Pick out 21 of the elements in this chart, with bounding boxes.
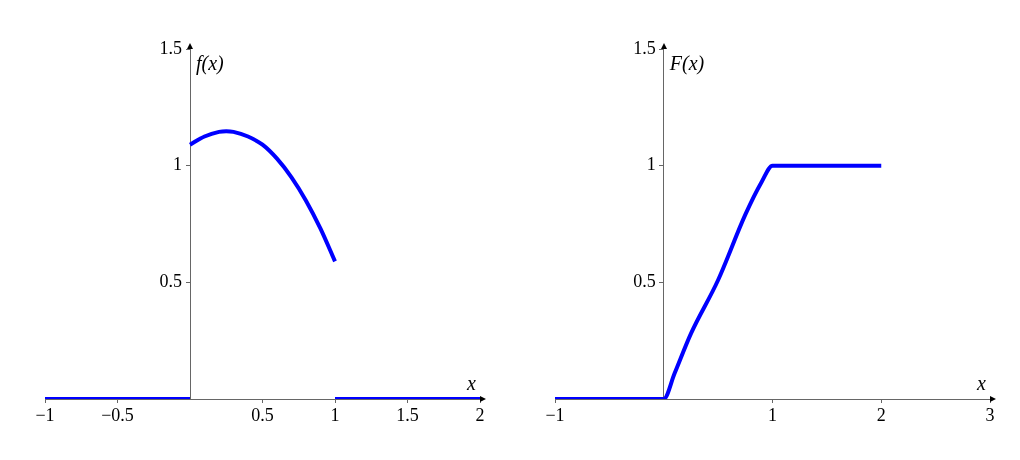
x-tick-label: 2	[876, 404, 886, 425]
line-series	[188, 129, 337, 264]
x-tick-label: −0.5	[101, 404, 134, 425]
x-axis-title: x	[466, 372, 477, 395]
x-axis-title: x	[976, 372, 987, 395]
y-tick-label: 1.5	[159, 37, 182, 58]
x-tick-label: 1	[768, 404, 777, 425]
x-tick-label: 2	[475, 404, 485, 425]
x-tick-label: 0.5	[251, 404, 274, 425]
x-tick-label: 1.5	[396, 404, 419, 425]
x-tick-label: −1	[545, 404, 565, 425]
y-tick-label: 0.5	[159, 271, 182, 292]
x-tick-label: 1	[330, 404, 340, 425]
y-tick-label: 0.5	[633, 271, 656, 292]
y-tick-label: 1.5	[633, 37, 656, 58]
y-axis-title: f(x)	[196, 52, 225, 76]
x-tick-label: 3	[985, 404, 995, 425]
x-tick-label: −1	[35, 404, 55, 425]
y-tick-label: 1	[173, 154, 182, 175]
y-axis-title: F(x)	[668, 52, 705, 76]
y-tick-label: 1	[646, 154, 656, 175]
